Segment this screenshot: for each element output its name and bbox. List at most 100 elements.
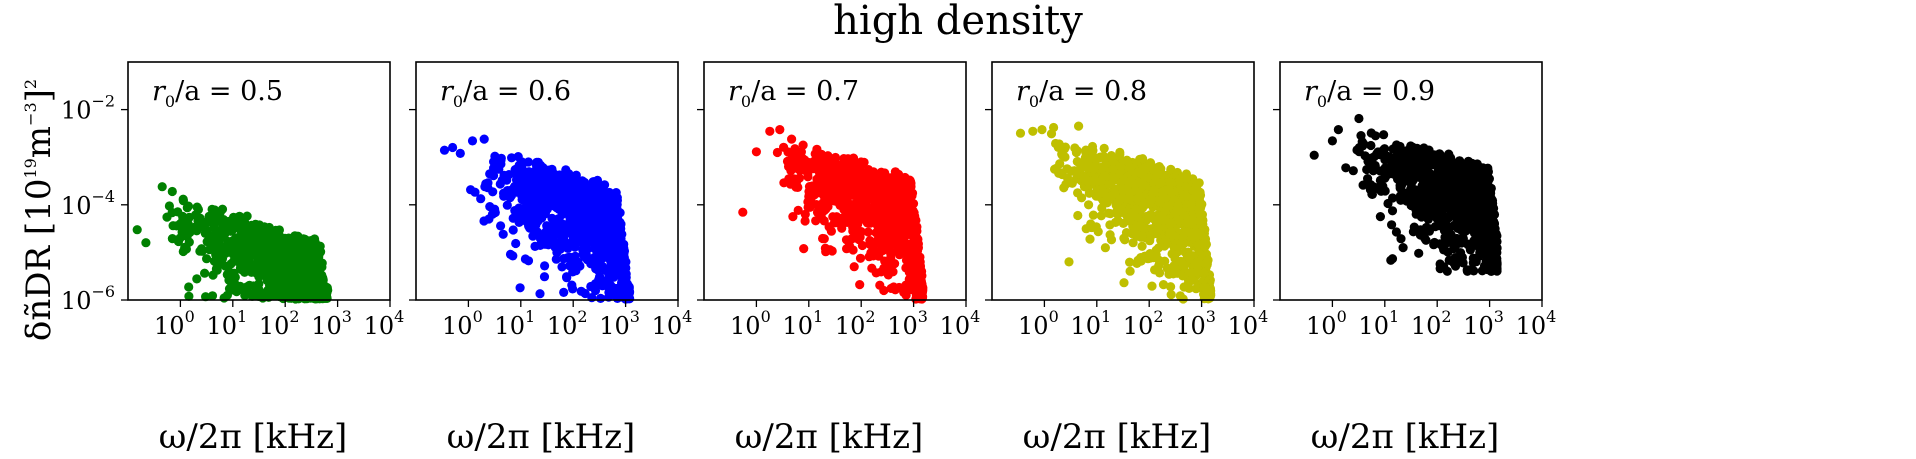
data-point bbox=[238, 284, 248, 294]
data-point bbox=[826, 226, 837, 236]
axes-frame-4 bbox=[991, 61, 1255, 301]
x-tick-label: 103 bbox=[1175, 307, 1216, 340]
data-point bbox=[601, 252, 612, 262]
data-point bbox=[621, 281, 631, 292]
data-point bbox=[1169, 261, 1179, 271]
data-point bbox=[1100, 243, 1110, 253]
data-point bbox=[1158, 170, 1168, 180]
x-tick-label: 100 bbox=[1306, 307, 1347, 340]
data-point bbox=[512, 187, 522, 197]
data-point bbox=[855, 253, 866, 263]
data-point bbox=[888, 203, 898, 213]
data-point bbox=[792, 163, 802, 173]
data-point bbox=[855, 280, 865, 290]
data-point bbox=[448, 142, 458, 153]
data-point bbox=[308, 259, 318, 269]
data-point bbox=[1064, 257, 1074, 267]
data-point bbox=[882, 199, 892, 210]
data-point bbox=[554, 204, 564, 214]
data-point bbox=[226, 285, 236, 295]
data-point bbox=[848, 233, 858, 243]
data-point bbox=[903, 250, 913, 260]
x-axis-label-2: ω/2π [kHz] bbox=[447, 417, 636, 457]
data-point bbox=[520, 254, 531, 264]
data-point bbox=[1449, 244, 1459, 254]
data-point bbox=[132, 225, 142, 235]
y-tick-label: 10−6 bbox=[61, 282, 115, 315]
data-point bbox=[1434, 221, 1444, 231]
data-point bbox=[1085, 234, 1095, 244]
data-point bbox=[510, 211, 521, 221]
data-point bbox=[1418, 166, 1428, 176]
data-point bbox=[564, 239, 574, 249]
data-point bbox=[904, 221, 914, 231]
data-point bbox=[1366, 140, 1376, 151]
data-point bbox=[1441, 234, 1451, 244]
data-point bbox=[1195, 208, 1205, 219]
data-point bbox=[1166, 290, 1176, 300]
data-point bbox=[1368, 166, 1378, 176]
data-point bbox=[1375, 212, 1385, 222]
data-point bbox=[1157, 194, 1167, 204]
data-point bbox=[481, 179, 491, 189]
data-point bbox=[1137, 241, 1147, 251]
data-point bbox=[243, 238, 253, 248]
data-point bbox=[794, 173, 805, 183]
data-point bbox=[1127, 208, 1138, 218]
data-point bbox=[1073, 210, 1083, 221]
data-point bbox=[540, 239, 550, 249]
panel-annotation-1: r0/a = 0.5 bbox=[152, 76, 283, 111]
data-point bbox=[1074, 158, 1085, 168]
data-point bbox=[811, 216, 821, 226]
data-point bbox=[490, 207, 500, 218]
data-point bbox=[1200, 237, 1210, 247]
x-tick-label: 100 bbox=[1018, 307, 1059, 340]
data-point bbox=[1376, 186, 1386, 196]
data-point bbox=[896, 179, 906, 189]
data-point bbox=[819, 206, 829, 216]
data-point bbox=[1442, 191, 1452, 201]
data-point bbox=[1447, 180, 1457, 190]
data-point bbox=[535, 180, 545, 190]
data-point bbox=[530, 209, 540, 219]
data-point bbox=[818, 233, 828, 244]
data-point bbox=[1187, 202, 1197, 212]
data-point bbox=[899, 233, 909, 244]
data-point bbox=[876, 167, 886, 177]
data-point bbox=[173, 236, 184, 247]
data-point bbox=[548, 181, 558, 191]
data-point bbox=[570, 251, 580, 261]
data-point bbox=[244, 280, 255, 290]
data-point bbox=[209, 223, 219, 233]
data-point bbox=[1132, 258, 1142, 268]
data-point bbox=[1125, 266, 1135, 276]
data-point bbox=[530, 196, 541, 206]
data-point bbox=[1468, 161, 1478, 171]
data-point bbox=[178, 194, 188, 204]
data-point bbox=[851, 177, 861, 187]
data-point bbox=[599, 239, 609, 249]
data-point bbox=[607, 209, 618, 220]
data-point bbox=[1414, 248, 1424, 258]
data-point bbox=[219, 293, 229, 303]
data-point bbox=[467, 136, 478, 146]
data-point bbox=[1469, 217, 1479, 227]
data-point bbox=[751, 147, 762, 157]
data-point bbox=[1158, 280, 1169, 290]
data-point bbox=[1406, 184, 1416, 194]
data-point bbox=[844, 172, 854, 182]
data-point bbox=[1395, 181, 1405, 191]
data-point bbox=[868, 202, 878, 212]
data-point bbox=[318, 276, 328, 286]
data-point bbox=[1108, 164, 1118, 174]
data-point bbox=[1492, 236, 1502, 247]
data-point bbox=[606, 239, 616, 249]
data-point bbox=[1464, 171, 1474, 181]
data-point bbox=[192, 274, 202, 284]
data-point bbox=[782, 156, 793, 166]
data-point bbox=[827, 175, 838, 185]
data-point bbox=[183, 201, 193, 211]
data-point bbox=[532, 217, 542, 227]
data-point bbox=[605, 290, 615, 300]
data-point bbox=[793, 205, 803, 215]
